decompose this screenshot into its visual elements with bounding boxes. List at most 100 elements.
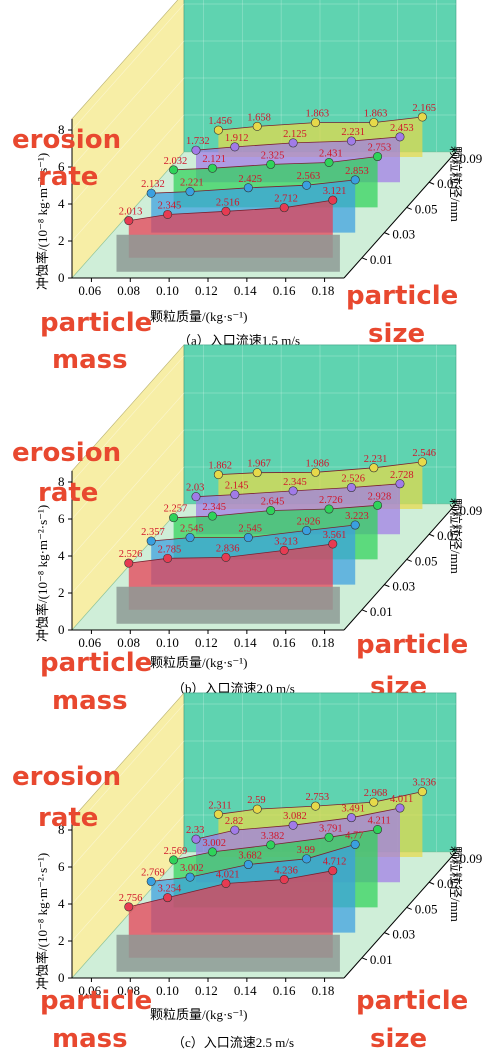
data-label: 3.213 bbox=[274, 536, 298, 547]
data-label: 2.431 bbox=[319, 148, 343, 159]
data-label: 1.912 bbox=[225, 133, 249, 144]
y-tick-label: 0 bbox=[58, 270, 65, 285]
data-point bbox=[163, 209, 173, 219]
data-label: 3.491 bbox=[341, 804, 365, 815]
z-tick-label: 0.05 bbox=[415, 201, 438, 216]
z-tick-label: 0.03 bbox=[392, 927, 415, 942]
y-tick-label: 0 bbox=[58, 622, 65, 637]
data-point bbox=[185, 187, 195, 197]
data-label: 2.645 bbox=[261, 497, 285, 508]
z-tick-label: 0.01 bbox=[370, 604, 393, 619]
data-label: 2.82 bbox=[225, 816, 243, 827]
data-label: 2.928 bbox=[368, 491, 392, 502]
data-point bbox=[207, 511, 217, 521]
z-axis bbox=[343, 851, 457, 979]
data-point bbox=[146, 188, 156, 198]
y-axis-label-c: 冲蚀率/(10⁻⁸ kg·m⁻²·s⁻¹) bbox=[35, 852, 50, 990]
z-tick bbox=[451, 856, 457, 860]
z-tick-label: 0.01 bbox=[370, 252, 393, 267]
y-tick-label: 2 bbox=[58, 933, 65, 948]
z-tick bbox=[384, 584, 390, 588]
z-tick bbox=[406, 558, 412, 562]
overlay-rate-b: rate bbox=[38, 478, 99, 508]
x-tick-label: 0.16 bbox=[273, 283, 296, 298]
chart-a-svg: 1.456 1.658 1.863 1.863 2.165 1.732 1.912 2.125… bbox=[58, 0, 482, 298]
data-label: 4.236 bbox=[274, 865, 298, 876]
overlay-particle-mass-c: particle bbox=[40, 986, 153, 1016]
chart-c-svg: 2.311 2.59 2.753 2.968 3.536 2.33 2.82 3.082 3.4… bbox=[58, 692, 482, 998]
data-point bbox=[243, 183, 253, 193]
data-label: 2.453 bbox=[390, 123, 414, 134]
z-tick-label: 0.05 bbox=[415, 901, 438, 916]
y-tick-label: 4 bbox=[58, 196, 65, 211]
overlay-particle-mass-a: particle bbox=[40, 308, 153, 338]
data-label: 1.658 bbox=[247, 112, 271, 123]
data-label: 2.516 bbox=[216, 197, 240, 208]
caption-c: （c）入口流速2.5 m/s bbox=[172, 1035, 295, 1050]
data-label: 2.032 bbox=[164, 156, 188, 167]
y-tick-label: 6 bbox=[58, 511, 65, 526]
data-label: 3.791 bbox=[319, 823, 343, 834]
x-tick-label: 0.14 bbox=[234, 983, 257, 998]
data-point bbox=[302, 180, 312, 190]
data-label: 2.726 bbox=[319, 495, 343, 506]
data-point bbox=[266, 159, 276, 169]
gridline bbox=[71, 703, 456, 831]
x-tick-label: 0.12 bbox=[195, 283, 218, 298]
z-tick-label: 0.07 bbox=[437, 528, 460, 543]
data-label: 2.59 bbox=[247, 795, 265, 806]
data-point bbox=[369, 463, 379, 473]
data-point bbox=[185, 533, 195, 543]
gridline bbox=[71, 114, 456, 242]
z-tick-label: 0.05 bbox=[415, 553, 438, 568]
x-tick-label: 0.10 bbox=[156, 635, 179, 650]
y-tick-label: 6 bbox=[58, 159, 65, 174]
overlay-particle-b: particle bbox=[356, 630, 469, 660]
base-box bbox=[116, 234, 340, 272]
data-label: 2.325 bbox=[261, 150, 285, 161]
data-label: 2.33 bbox=[186, 825, 204, 836]
data-point bbox=[279, 545, 289, 555]
data-point bbox=[124, 216, 134, 226]
data-label: 3.382 bbox=[261, 831, 285, 842]
data-point bbox=[163, 893, 173, 903]
y-tick-label: 8 bbox=[58, 822, 65, 837]
data-point bbox=[191, 145, 201, 155]
data-point bbox=[373, 500, 383, 510]
data-point bbox=[163, 553, 173, 563]
data-label: 4.77 bbox=[345, 830, 363, 841]
data-label: 3.002 bbox=[180, 863, 204, 874]
caption-a: （a）入口流速1.5 m/s bbox=[178, 333, 301, 348]
data-point bbox=[324, 832, 334, 842]
gridline bbox=[71, 77, 456, 205]
data-point bbox=[207, 847, 217, 857]
data-point bbox=[311, 118, 321, 128]
data-label: 3.99 bbox=[297, 845, 315, 856]
data-label: 2.231 bbox=[364, 454, 388, 465]
data-point bbox=[169, 165, 179, 175]
data-label: 2.968 bbox=[364, 788, 388, 799]
data-point bbox=[124, 902, 134, 912]
data-point bbox=[279, 874, 289, 884]
data-label: 2.132 bbox=[141, 179, 165, 190]
z-tick bbox=[384, 932, 390, 936]
data-label: 2.728 bbox=[390, 470, 414, 481]
overlay-mass-c: mass bbox=[52, 1024, 128, 1054]
data-point bbox=[346, 813, 356, 823]
data-label: 3.254 bbox=[158, 884, 182, 895]
data-label: 2.357 bbox=[141, 527, 165, 538]
data-label: 1.456 bbox=[208, 116, 232, 127]
overlay-particle-c: particle bbox=[356, 986, 469, 1016]
data-point bbox=[346, 483, 356, 493]
z-tick bbox=[451, 156, 457, 160]
data-label: 2.756 bbox=[119, 893, 143, 904]
data-label: 1.986 bbox=[306, 458, 330, 469]
overlay-size-c: size bbox=[370, 1024, 428, 1054]
x-tick-label: 0.08 bbox=[117, 283, 140, 298]
gridline bbox=[71, 740, 456, 868]
z-tick bbox=[428, 533, 435, 537]
data-point bbox=[369, 118, 379, 128]
overlay-mass-b: mass bbox=[52, 686, 128, 716]
data-label: 2.545 bbox=[180, 524, 204, 535]
data-label: 2.853 bbox=[345, 166, 369, 177]
